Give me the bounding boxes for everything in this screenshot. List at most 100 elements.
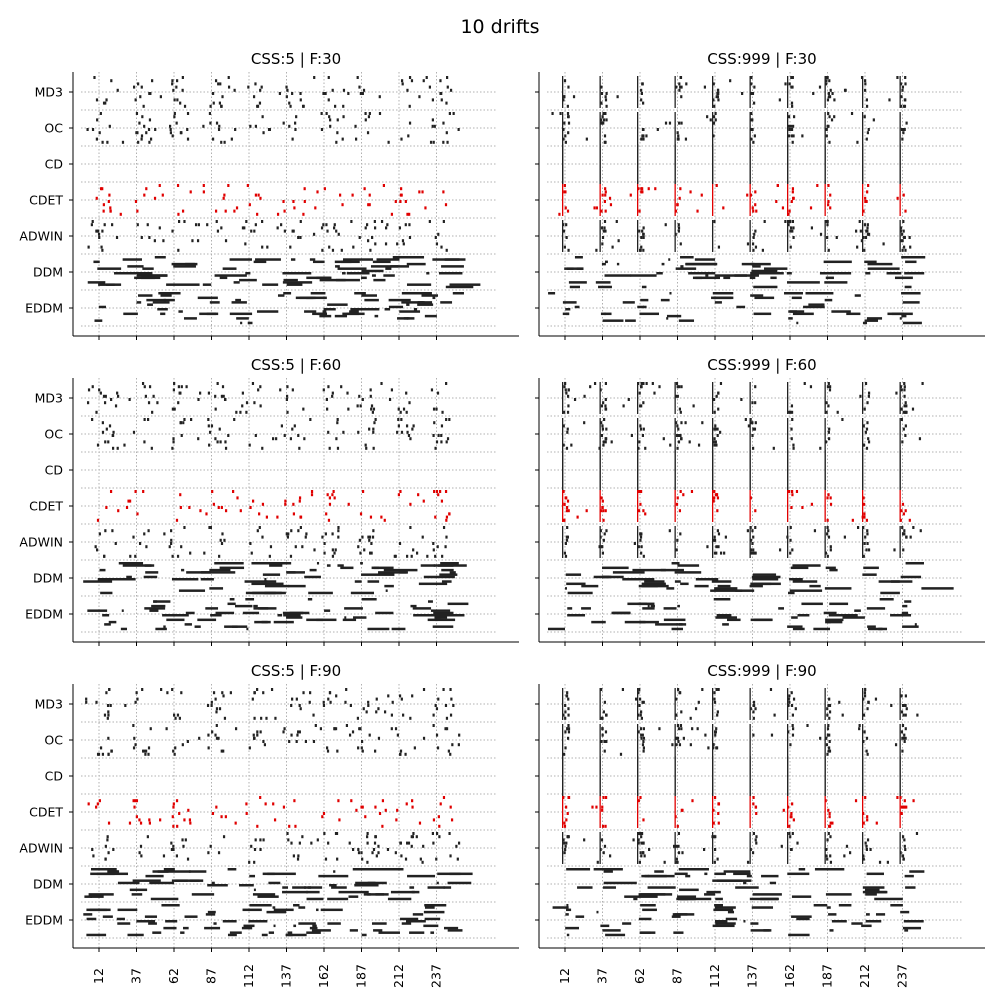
event-point <box>96 118 99 122</box>
event-run <box>242 908 262 912</box>
event-point <box>313 548 316 552</box>
event-point <box>902 736 905 740</box>
event-point <box>181 209 185 213</box>
event-point <box>858 724 861 727</box>
event-point <box>752 710 755 714</box>
event-point <box>675 382 679 385</box>
event-point <box>717 812 720 815</box>
event-point <box>361 490 365 493</box>
drift-line <box>562 724 564 756</box>
event-point <box>348 733 352 737</box>
event-point <box>290 733 293 737</box>
event-point <box>99 746 103 750</box>
event-point <box>792 236 795 239</box>
event-point <box>754 707 757 711</box>
event-point <box>747 424 750 428</box>
drift-line <box>562 688 564 720</box>
event-point <box>639 490 643 493</box>
event-point <box>320 226 324 230</box>
event-point <box>788 824 791 828</box>
event-run <box>824 298 833 302</box>
event-run <box>158 292 181 295</box>
event-point <box>377 851 380 855</box>
event-point <box>352 245 355 249</box>
event-run <box>904 929 909 932</box>
event-point <box>259 385 262 389</box>
event-run <box>778 607 784 610</box>
event-run <box>905 886 916 889</box>
event-point <box>863 502 866 506</box>
event-run <box>99 568 106 572</box>
event-run <box>440 562 459 565</box>
event-point <box>172 824 175 828</box>
event-point <box>600 121 603 125</box>
event-run <box>423 910 445 914</box>
event-run <box>376 258 400 261</box>
event-point <box>368 427 371 431</box>
event-point <box>293 799 296 803</box>
event-point <box>562 443 565 447</box>
event-point <box>751 401 754 405</box>
event-run <box>167 614 172 617</box>
event-run <box>865 913 870 916</box>
event-point <box>143 532 146 536</box>
event-run <box>831 310 851 313</box>
event-point <box>717 821 720 825</box>
event-point <box>220 140 223 144</box>
event-point <box>398 226 401 230</box>
event-run <box>335 278 360 282</box>
event-run <box>640 893 666 896</box>
event-point <box>411 694 414 698</box>
event-run <box>197 296 218 300</box>
event-point <box>360 746 363 750</box>
event-run <box>383 568 418 572</box>
event-point <box>908 236 911 239</box>
event-run <box>788 933 810 937</box>
event-point <box>864 79 867 83</box>
event-point <box>675 697 678 701</box>
event-run <box>727 910 735 914</box>
event-point <box>356 716 360 720</box>
event-run <box>282 281 313 284</box>
event-run <box>331 886 347 889</box>
event-point <box>409 716 412 720</box>
event-point <box>862 740 865 743</box>
event-point <box>583 421 586 425</box>
event-run <box>864 319 879 322</box>
event-point <box>712 499 715 503</box>
event-run <box>83 913 93 916</box>
event-run <box>406 262 426 266</box>
event-run <box>163 926 177 930</box>
event-run <box>710 589 743 592</box>
event-point <box>136 512 139 516</box>
event-point <box>261 535 264 539</box>
event-point <box>827 203 830 207</box>
event-point <box>101 229 104 233</box>
event-point <box>181 76 184 79</box>
event-run <box>622 922 632 925</box>
event-point <box>916 713 919 717</box>
event-point <box>189 821 192 825</box>
event-run <box>811 292 834 295</box>
event-point <box>902 548 905 552</box>
event-point <box>411 799 414 803</box>
event-run <box>864 260 877 264</box>
event-point <box>214 209 218 213</box>
event-point <box>864 200 867 203</box>
event-point <box>259 730 262 734</box>
event-point <box>899 518 902 522</box>
drift-line <box>862 724 864 756</box>
event-point <box>828 388 832 392</box>
event-point <box>140 134 144 138</box>
event-point <box>375 697 378 701</box>
event-point <box>133 805 136 809</box>
event-point <box>828 79 831 83</box>
event-point <box>170 841 173 845</box>
event-point <box>135 799 139 803</box>
event-point <box>394 851 397 855</box>
event-run <box>364 298 379 302</box>
y-tick-label: ADWIN <box>19 535 63 550</box>
event-run <box>334 314 348 318</box>
event-point <box>788 832 791 835</box>
